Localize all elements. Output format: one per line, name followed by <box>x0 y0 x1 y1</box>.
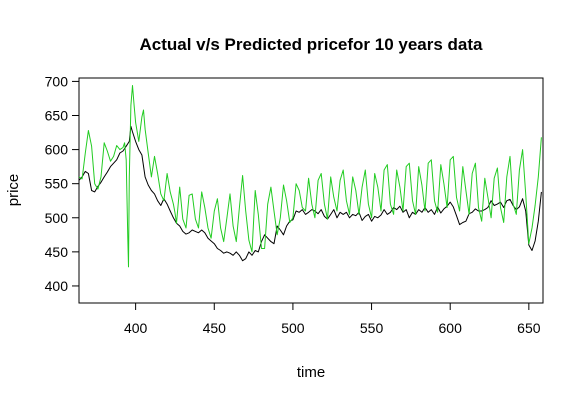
plot-frame <box>78 77 544 304</box>
y-tick-label: 700 <box>45 73 69 89</box>
x-tick-label: 600 <box>439 320 463 336</box>
y-tick-label: 450 <box>45 244 69 260</box>
series-line-black <box>78 125 542 262</box>
x-tick-label: 450 <box>203 320 227 336</box>
x-tick-label: 400 <box>124 320 148 336</box>
x-tick-label: 650 <box>517 320 541 336</box>
x-axis: 400 450 500 550 600 650 <box>124 303 541 336</box>
y-tick-label: 600 <box>45 142 69 158</box>
y-tick-label: 500 <box>45 210 69 226</box>
x-tick-label: 500 <box>281 320 305 336</box>
y-tick-label: 550 <box>45 176 69 192</box>
x-axis-label: time <box>297 364 325 381</box>
y-axis: 400 450 500 550 600 650 700 <box>45 73 79 294</box>
series-layer <box>78 85 542 268</box>
y-tick-label: 650 <box>45 108 69 124</box>
chart-title: Actual v/s Predicted pricefor 10 years d… <box>140 35 484 54</box>
y-axis-label: price <box>5 174 22 207</box>
y-tick-label: 400 <box>45 278 69 294</box>
series-line-green <box>78 85 542 268</box>
x-tick-label: 550 <box>360 320 384 336</box>
